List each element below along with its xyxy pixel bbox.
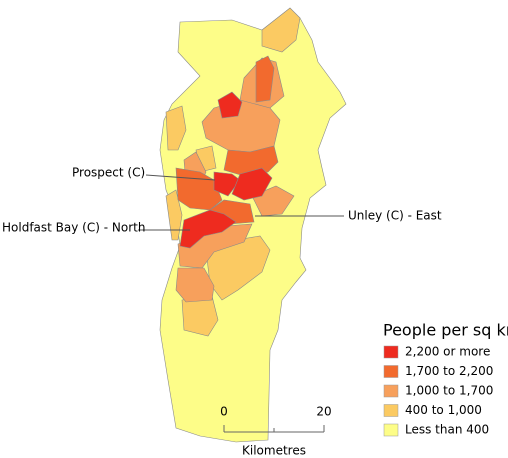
region [179,209,237,249]
legend-title: People per sq km [383,321,508,340]
region [165,189,183,241]
annotation: Prospect (C) [72,166,145,180]
legend-label: 2,200 or more [405,345,490,359]
region [261,7,301,53]
region [175,267,215,303]
leader-line [145,174,216,181]
scale-start: 0 [220,405,228,419]
map-regions [159,7,347,443]
scale-end: 20 [316,405,331,419]
region [223,145,279,177]
legend-swatch [383,345,399,359]
region [231,167,273,201]
annotation: Holdfast Bay (C) - North [2,221,145,235]
scale-bar: 0 20 Kilometres [220,405,331,458]
legend-swatch [383,423,399,437]
legend: 2,200 or more 1,700 to 2,200 1,000 to 1,70… [383,345,493,437]
legend-label: Less than 400 [405,423,489,437]
annotation: Unley (C) - East [348,209,442,223]
region [213,171,241,197]
legend-label: 1,700 to 2,200 [405,364,493,378]
region [165,105,187,151]
legend-swatch [383,365,399,378]
region [217,91,243,119]
scale-unit: Kilometres [242,444,306,458]
legend-label: 1,000 to 1,700 [405,384,493,398]
legend-label: 400 to 1,000 [405,403,482,417]
legend-swatch [383,384,399,398]
legend-swatch [383,404,399,417]
region [255,55,275,103]
